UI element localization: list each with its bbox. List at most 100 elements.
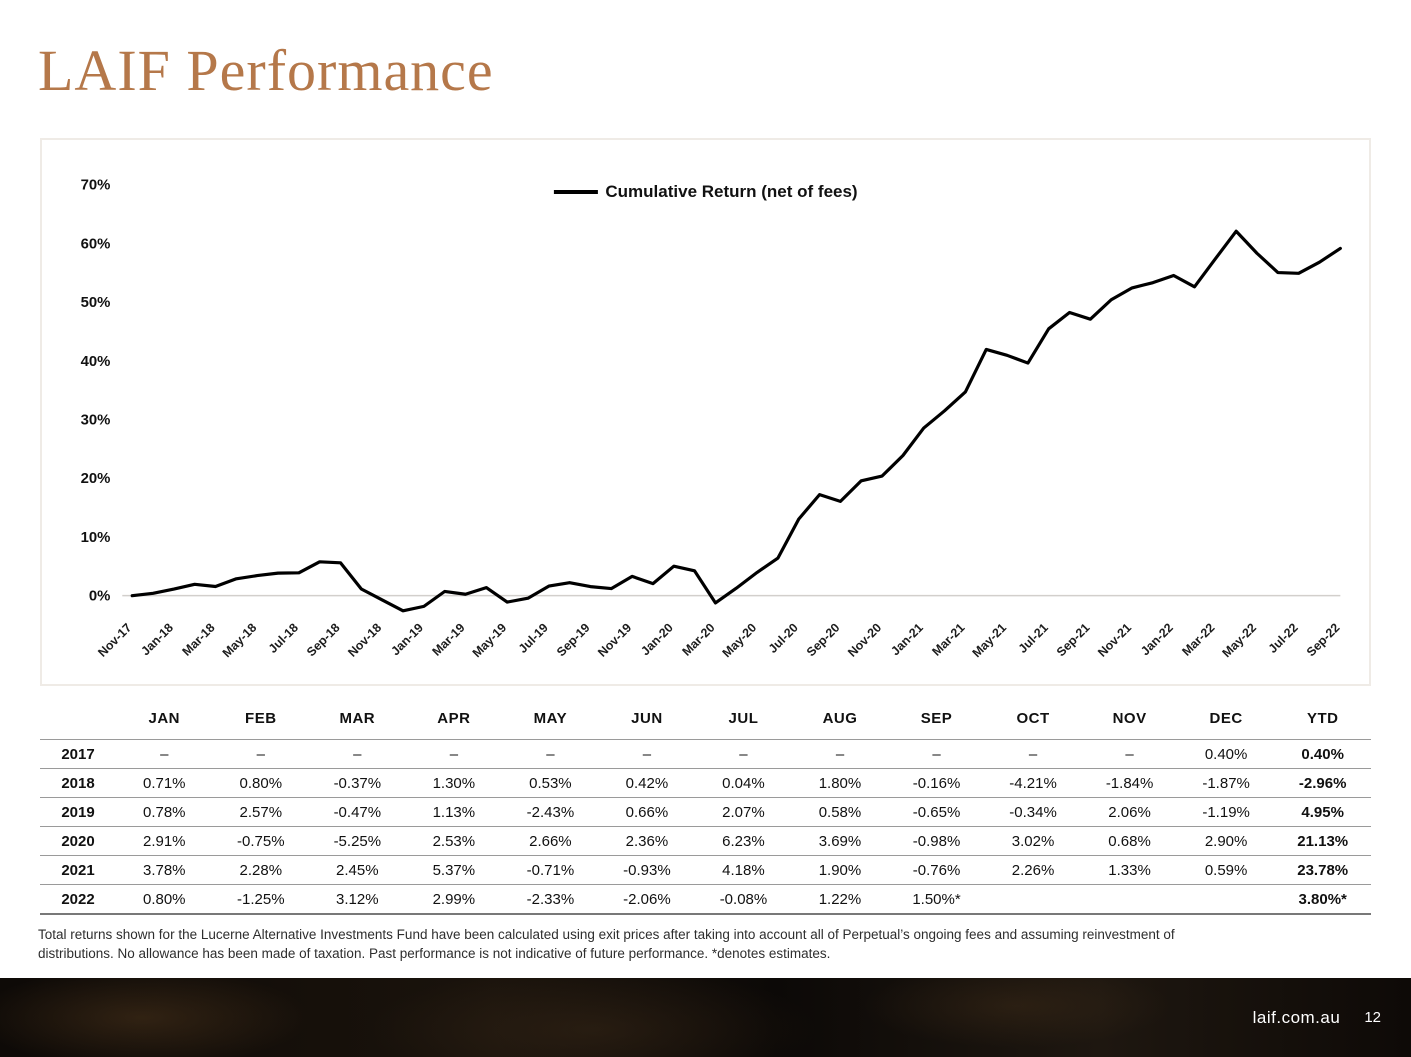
x-axis-tick-label: May-18 bbox=[220, 621, 260, 661]
x-axis-tick-label: May-19 bbox=[470, 621, 510, 661]
footer-page-number: 12 bbox=[1364, 1009, 1381, 1026]
return-value: 2.53% bbox=[432, 832, 476, 850]
x-axis-tick-label: Jan-18 bbox=[138, 621, 176, 659]
x-axis-tick-label: Sep-21 bbox=[1054, 621, 1093, 660]
return-value: 1.90% bbox=[818, 861, 862, 879]
return-value: 3.12% bbox=[336, 890, 379, 908]
year-label: 2022 bbox=[61, 890, 95, 908]
table-body: 2017 – – – – – – – – – – – 0.40% 0.40% 2018 0.71% 0.80% -… bbox=[40, 739, 1371, 915]
return-value: 3.69% bbox=[818, 832, 862, 850]
page-title: LAIF Performance bbox=[38, 38, 494, 103]
return-value: – bbox=[546, 745, 555, 763]
table-row-2019: 2019 0.78% 2.57% -0.47% 1.13% -2.43% 0.66% 2.07… bbox=[40, 797, 1371, 827]
return-value: 3.02% bbox=[1011, 832, 1055, 850]
return-value: 0.53% bbox=[529, 774, 572, 792]
x-axis-tick-label: Sep-19 bbox=[554, 621, 593, 660]
x-axis-tick-label: May-21 bbox=[970, 621, 1010, 661]
x-axis-tick-label: Mar-21 bbox=[929, 621, 967, 659]
return-value: -0.34% bbox=[1009, 803, 1057, 821]
x-axis-tick-label: Nov-17 bbox=[95, 621, 134, 660]
x-axis-tick-label: Nov-20 bbox=[845, 621, 884, 660]
return-value: 2.28% bbox=[239, 861, 283, 879]
ytd-value: 23.78% bbox=[1297, 861, 1349, 879]
x-axis-tick-label: Nov-18 bbox=[345, 621, 384, 660]
table-row-2020: 2020 2.91% -0.75% -5.25% 2.53% 2.66% 2.36% 6.23… bbox=[40, 826, 1371, 856]
return-value: 0.71% bbox=[142, 774, 186, 792]
return-value: 6.23% bbox=[722, 832, 765, 850]
x-axis-tick-label: Sep-20 bbox=[804, 621, 843, 660]
return-value: 0.80% bbox=[142, 890, 186, 908]
column-header-apr: APR bbox=[437, 710, 471, 727]
return-value: 2.06% bbox=[1108, 803, 1151, 821]
return-value: 1.22% bbox=[818, 890, 862, 908]
return-value: 1.13% bbox=[432, 803, 476, 821]
year-label: 2017 bbox=[61, 745, 95, 763]
return-value bbox=[1178, 885, 1275, 915]
y-axis-tick-label: 0% bbox=[89, 589, 111, 605]
year-label: 2018 bbox=[61, 774, 95, 792]
table-header: JAN FEB MAR APR MAY JUN JUL AUG SEP OCT NOV DEC YTD bbox=[40, 700, 1371, 740]
x-axis-tick-label: Mar-22 bbox=[1179, 621, 1217, 659]
x-axis-tick-label: Mar-20 bbox=[679, 621, 717, 659]
footnote-line-2: distributions. No allowance has been mad… bbox=[38, 946, 831, 962]
y-axis-tick-label: 30% bbox=[81, 412, 111, 428]
ytd-value: 4.95% bbox=[1301, 803, 1344, 821]
x-axis-tick-label: Jul-22 bbox=[1266, 621, 1301, 656]
return-value bbox=[985, 885, 1082, 915]
performance-chart-card: Cumulative Return (net of fees) 0% 10% 20%… bbox=[40, 138, 1371, 686]
ytd-value: 0.40% bbox=[1301, 745, 1344, 763]
return-value: 0.78% bbox=[142, 803, 186, 821]
footnote-line-1: Total returns shown for the Lucerne Alte… bbox=[38, 927, 1175, 942]
column-header-mar: MAR bbox=[339, 710, 376, 727]
return-value: -0.93% bbox=[623, 861, 671, 879]
column-header-jun: JUN bbox=[631, 710, 663, 727]
return-value: -0.16% bbox=[912, 774, 961, 792]
return-value: 2.66% bbox=[529, 832, 572, 850]
legend-line-swatch bbox=[553, 190, 598, 194]
return-value: 5.37% bbox=[432, 861, 476, 879]
chart-legend: Cumulative Return (net of fees) bbox=[553, 182, 858, 202]
y-axis-tick-label: 70% bbox=[81, 178, 111, 194]
monthly-returns-table-wrap: JAN FEB MAR APR MAY JUN JUL AUG SEP OCT NOV DEC YTD … bbox=[40, 700, 1371, 915]
return-value: -5.25% bbox=[333, 832, 382, 850]
x-axis-tick-label: May-20 bbox=[720, 621, 760, 661]
column-header-ytd: YTD bbox=[1306, 710, 1339, 727]
table-row-2022: 2022 0.80% -1.25% 3.12% 2.99% -2.33% -2.06% -0.… bbox=[40, 884, 1371, 915]
return-value: 1.30% bbox=[432, 774, 476, 792]
return-value: -0.71% bbox=[526, 861, 575, 879]
return-value: 1.50%* bbox=[912, 890, 961, 908]
return-value: -1.87% bbox=[1202, 774, 1250, 792]
return-value: -1.25% bbox=[237, 890, 285, 908]
return-value: -0.98% bbox=[912, 832, 961, 850]
return-value: -0.76% bbox=[912, 861, 961, 879]
column-header-jul: JUL bbox=[728, 710, 759, 727]
return-value: 0.04% bbox=[722, 774, 765, 792]
x-axis-tick-label: Jan-21 bbox=[888, 621, 926, 659]
return-value: -1.19% bbox=[1202, 803, 1250, 821]
column-header-oct: OCT bbox=[1016, 710, 1050, 727]
return-value: 0.40% bbox=[1204, 745, 1248, 763]
ytd-value: 21.13% bbox=[1297, 832, 1349, 850]
return-value: 2.45% bbox=[336, 861, 379, 879]
column-header-sep: SEP bbox=[920, 710, 953, 727]
year-label: 2019 bbox=[61, 803, 95, 821]
return-value: 0.68% bbox=[1108, 832, 1151, 850]
column-header-nov: NOV bbox=[1112, 710, 1147, 727]
return-value: 0.80% bbox=[239, 774, 283, 792]
x-axis-tick-label: May-22 bbox=[1220, 621, 1260, 661]
return-value: -2.06% bbox=[623, 890, 671, 908]
footer-website: laif.com.au bbox=[1252, 1007, 1341, 1027]
return-value: 1.33% bbox=[1108, 861, 1151, 879]
x-axis-tick-label: Mar-18 bbox=[180, 621, 218, 659]
return-value: – bbox=[642, 745, 652, 763]
column-header-aug: AUG bbox=[822, 710, 858, 727]
cumulative-return-line bbox=[130, 229, 1342, 613]
x-axis-tick-label: Jan-19 bbox=[388, 621, 426, 659]
column-header-dec: DEC bbox=[1209, 710, 1243, 727]
x-axis-tick-label: Mar-19 bbox=[429, 621, 467, 659]
y-axis-tick-label: 60% bbox=[81, 236, 111, 252]
return-value: – bbox=[835, 745, 845, 763]
y-axis-tick-label: 40% bbox=[81, 354, 111, 370]
x-axis-tick-label: Jul-19 bbox=[516, 621, 551, 656]
x-axis-tick-label: Nov-19 bbox=[595, 621, 634, 660]
